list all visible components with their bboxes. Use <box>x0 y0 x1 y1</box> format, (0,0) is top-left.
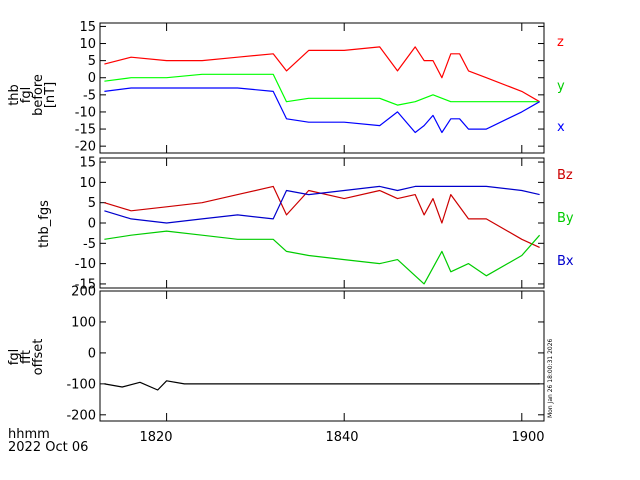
panel-3-y-tick-label: -200 <box>66 408 96 423</box>
x-axis-label-hhmm: hhmm <box>8 427 50 442</box>
legend-y: y <box>557 79 565 94</box>
panel-1-ylabel-line-2: fgl <box>19 87 34 103</box>
panel-1-y-tick-label: 10 <box>79 37 96 52</box>
panel-1-y-tick-label: 0 <box>88 71 96 86</box>
panel-3-y-tick-label: 100 <box>71 315 96 330</box>
panel-1-y-tick-label: -5 <box>83 88 96 103</box>
panel-3-frame <box>99 290 545 422</box>
legend-z: z <box>557 35 564 50</box>
x-tick-label-1: 1820 <box>139 430 172 445</box>
panel-1-y-tick-label: 5 <box>88 54 96 69</box>
panel-fgl-before: 15 10 5 0 -5 -10 -15 -20 <box>75 20 545 155</box>
panel-3-y-tick-label: 200 <box>71 285 96 300</box>
panel-fgs: 15 10 5 0 -5 -10 -15 <box>75 156 545 292</box>
panel-3-ylabel-line-3: offset <box>31 339 46 376</box>
panel-2-y-tick-label: 15 <box>79 156 96 171</box>
panel-1-ylabel-line-4: [nT] <box>43 82 58 108</box>
panel-1-ylabel-line-1: thb <box>7 84 22 106</box>
x-tick-label-3: 1900 <box>511 430 544 445</box>
legend-x: x <box>557 120 565 135</box>
panel-3-y-tick-label: 0 <box>88 346 96 361</box>
x-tick-label-2: 1840 <box>325 430 358 445</box>
panel-1-y-tick-label: 15 <box>79 20 96 35</box>
panel-3-y-tick-label: -100 <box>66 377 96 392</box>
panel-3-ylabel-line-1: fgl <box>7 349 22 365</box>
x-axis-label-date: 2022 Oct 06 <box>8 440 88 455</box>
panel-2-series-Bz <box>104 185 540 248</box>
panel-1-series-y <box>104 73 540 106</box>
panel-1-ylabel-line-3: before <box>31 74 46 116</box>
panel-3-series-offset <box>104 380 540 391</box>
panel-2-y-tick-label: 10 <box>79 176 96 191</box>
panel-1-series-x <box>104 87 540 134</box>
panel-1-frame <box>99 22 545 154</box>
panel-3-ylabel-line-2: fft <box>19 350 34 364</box>
panel-1-y-tick-label: -20 <box>75 140 96 155</box>
panel-1-y-tick-label: -15 <box>75 123 96 138</box>
panel-2-series-By <box>104 230 541 285</box>
plot-timestamp: Mon Jan 26 18:00:31 2026 <box>547 338 554 418</box>
panel-fft-offset: 200 100 0 -100 -200 <box>66 285 545 423</box>
legend-by: By <box>557 211 574 226</box>
panel-2-series-Bx <box>104 185 540 224</box>
panel-2-y-tick-label: -5 <box>83 237 96 252</box>
panel-1-y-tick-label: -10 <box>75 105 96 120</box>
panel-1-series-z <box>104 46 540 103</box>
legend-bx: Bx <box>557 254 574 269</box>
legend-bz: Bz <box>557 168 573 183</box>
panel-2-y-tick-label: 5 <box>88 196 96 211</box>
panel-2-y-tick-label: -10 <box>75 257 96 272</box>
panel-2-y-tick-label: 0 <box>88 217 96 232</box>
panel-2-ylabel: thb_fgs <box>37 200 52 248</box>
panel-2-y-tick-label: -15 <box>75 277 96 292</box>
